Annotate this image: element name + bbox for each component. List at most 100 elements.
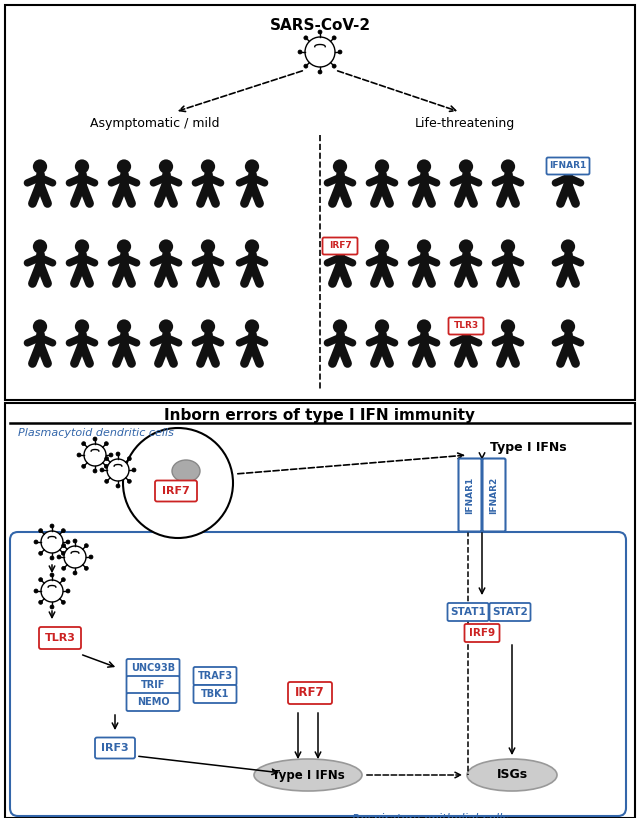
FancyBboxPatch shape (193, 685, 237, 703)
Circle shape (561, 160, 575, 173)
Circle shape (75, 240, 89, 254)
Circle shape (117, 240, 131, 254)
Circle shape (61, 566, 66, 570)
Text: IFNAR2: IFNAR2 (490, 476, 499, 514)
FancyBboxPatch shape (447, 603, 488, 621)
Circle shape (33, 160, 47, 173)
Circle shape (33, 240, 47, 254)
Circle shape (298, 50, 302, 54)
FancyBboxPatch shape (127, 693, 179, 711)
Text: ISGs: ISGs (497, 768, 527, 781)
Circle shape (127, 456, 131, 461)
Circle shape (127, 479, 131, 483)
FancyBboxPatch shape (5, 403, 635, 818)
Circle shape (123, 428, 233, 538)
Text: Asymptomatic / mild: Asymptomatic / mild (90, 117, 220, 130)
Circle shape (75, 160, 89, 173)
Text: Plasmacytoid dendritic cells: Plasmacytoid dendritic cells (18, 428, 174, 438)
Circle shape (417, 240, 431, 254)
Ellipse shape (172, 460, 200, 482)
Circle shape (104, 465, 108, 469)
FancyBboxPatch shape (127, 676, 179, 694)
FancyBboxPatch shape (490, 603, 531, 621)
Circle shape (38, 528, 43, 533)
Text: TRIF: TRIF (141, 680, 165, 690)
FancyBboxPatch shape (449, 317, 483, 335)
Text: IRF7: IRF7 (162, 486, 190, 496)
FancyBboxPatch shape (95, 738, 135, 758)
Text: NEMO: NEMO (137, 697, 170, 707)
Circle shape (304, 64, 308, 68)
Circle shape (501, 160, 515, 173)
Text: IFNAR1: IFNAR1 (465, 476, 474, 514)
Circle shape (132, 468, 136, 472)
FancyBboxPatch shape (5, 5, 635, 400)
Circle shape (93, 469, 97, 473)
Text: IRF9: IRF9 (469, 628, 495, 638)
FancyBboxPatch shape (127, 659, 179, 677)
FancyBboxPatch shape (193, 667, 237, 685)
FancyBboxPatch shape (155, 480, 197, 501)
Circle shape (38, 551, 43, 555)
Circle shape (61, 551, 65, 555)
Circle shape (117, 319, 131, 334)
Text: IRF3: IRF3 (101, 743, 129, 753)
Circle shape (201, 160, 215, 173)
Circle shape (93, 437, 97, 441)
FancyBboxPatch shape (323, 237, 358, 254)
Circle shape (333, 160, 347, 173)
FancyBboxPatch shape (465, 624, 499, 642)
Circle shape (245, 319, 259, 334)
Circle shape (82, 442, 86, 446)
Circle shape (375, 319, 389, 334)
Text: TLR3: TLR3 (453, 321, 479, 330)
Circle shape (64, 546, 86, 568)
Circle shape (201, 319, 215, 334)
Circle shape (417, 160, 431, 173)
Circle shape (100, 468, 104, 472)
Circle shape (109, 453, 113, 457)
Circle shape (159, 160, 173, 173)
Circle shape (75, 319, 89, 334)
Circle shape (561, 240, 575, 254)
Text: Type I IFNs: Type I IFNs (490, 442, 566, 455)
Circle shape (89, 555, 93, 559)
Circle shape (84, 566, 88, 570)
Circle shape (50, 605, 54, 609)
Text: SARS-CoV-2: SARS-CoV-2 (269, 18, 371, 33)
Text: IFNAR1: IFNAR1 (549, 161, 587, 170)
Circle shape (50, 524, 54, 528)
Circle shape (501, 319, 515, 334)
Circle shape (50, 573, 54, 577)
Circle shape (159, 240, 173, 254)
Circle shape (61, 578, 65, 582)
Circle shape (105, 479, 109, 483)
Circle shape (333, 240, 347, 254)
Circle shape (245, 240, 259, 254)
Text: UNC93B: UNC93B (131, 663, 175, 673)
Circle shape (159, 319, 173, 334)
Circle shape (116, 452, 120, 456)
Circle shape (245, 160, 259, 173)
Circle shape (41, 580, 63, 602)
Circle shape (50, 556, 54, 560)
Circle shape (117, 160, 131, 173)
Circle shape (61, 600, 65, 605)
Circle shape (338, 50, 342, 54)
Circle shape (61, 528, 65, 533)
Circle shape (104, 442, 108, 446)
Text: STAT2: STAT2 (492, 607, 528, 617)
Circle shape (82, 465, 86, 469)
Circle shape (34, 540, 38, 544)
Circle shape (34, 589, 38, 593)
Circle shape (73, 539, 77, 543)
Circle shape (61, 544, 66, 548)
Circle shape (77, 453, 81, 457)
Circle shape (84, 444, 106, 466)
Circle shape (305, 37, 335, 67)
Circle shape (459, 319, 473, 334)
Circle shape (66, 589, 70, 593)
FancyBboxPatch shape (547, 158, 589, 174)
Circle shape (84, 544, 88, 548)
Circle shape (73, 571, 77, 575)
